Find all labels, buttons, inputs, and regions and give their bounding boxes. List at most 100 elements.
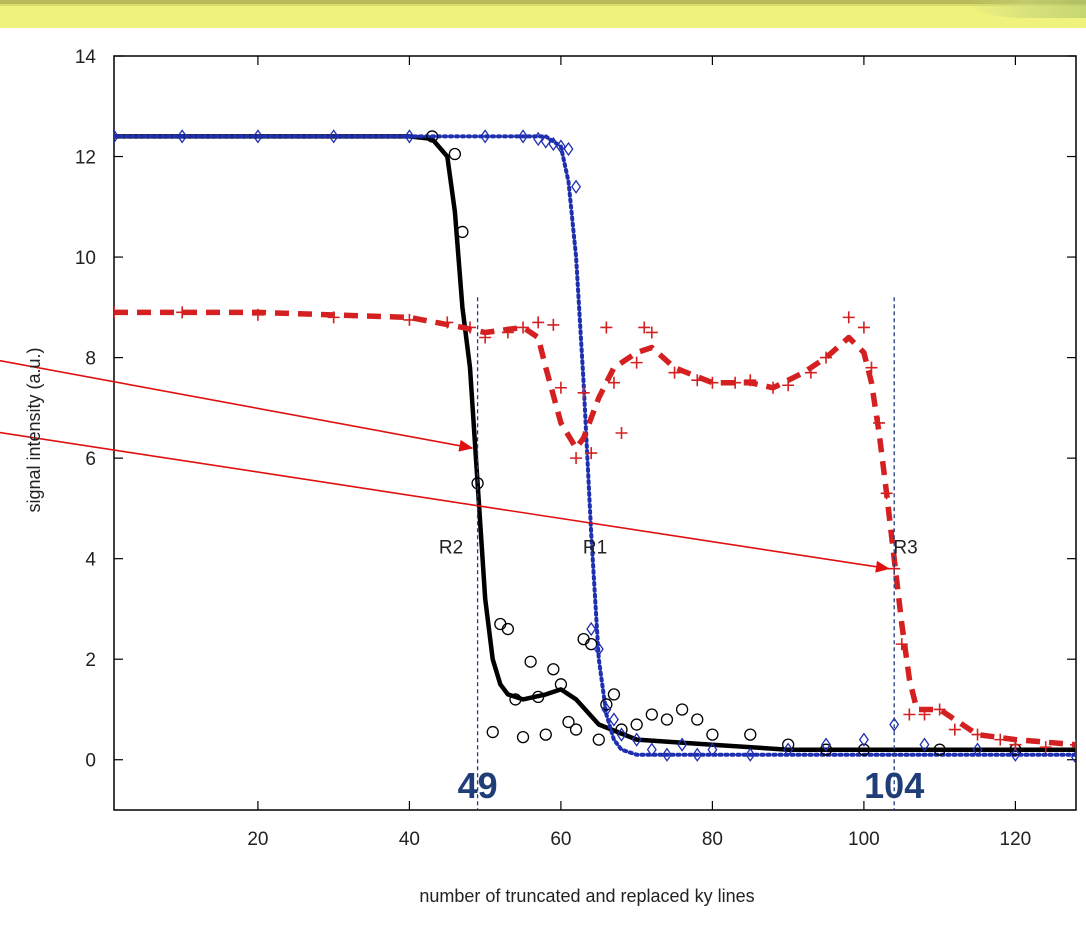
x-tick-label: 100 <box>848 829 880 850</box>
plus-point <box>767 381 780 394</box>
plus-point <box>744 374 757 387</box>
plus-point <box>585 447 598 460</box>
circle-point <box>448 147 462 161</box>
x-tick-label: 20 <box>247 829 268 850</box>
diamond-point <box>555 139 566 154</box>
diamond-point <box>177 129 188 144</box>
circle-point <box>691 713 704 726</box>
vertical-marker-value: 104 <box>864 765 924 806</box>
diamond-point <box>540 134 551 149</box>
x-axis-title: number of truncated and replaced ky line… <box>419 886 754 906</box>
y-tick-label: 4 <box>85 550 96 571</box>
diamond-point <box>858 732 869 747</box>
plus-point <box>933 703 946 716</box>
plus-point <box>729 376 742 389</box>
circle-point <box>660 713 674 726</box>
diamond-point <box>692 747 703 762</box>
circle-point <box>562 715 575 729</box>
plus-point <box>971 728 984 741</box>
circle-point <box>744 728 757 741</box>
plus-point <box>1009 738 1022 751</box>
circle-point <box>857 743 871 756</box>
circle-point <box>569 723 583 736</box>
plus-point <box>691 374 704 387</box>
plus-point <box>554 381 567 394</box>
region-label: R1 <box>583 538 607 559</box>
plus-point <box>441 316 454 329</box>
plus-point <box>479 331 492 344</box>
circle-point <box>486 725 499 739</box>
circle-point <box>933 743 946 756</box>
y-axis-title: signal intensity (a.u.) <box>24 347 44 512</box>
circle-point <box>554 678 568 691</box>
circle-point <box>539 728 552 741</box>
series-4 <box>114 129 1076 765</box>
plus-point <box>251 308 264 321</box>
diamond-point <box>404 129 415 144</box>
plus-point <box>464 321 477 334</box>
plot-frame <box>113 55 1077 811</box>
x-tick-label: 120 <box>1000 829 1032 850</box>
diamond-point <box>745 747 756 762</box>
region-label: R2 <box>439 538 463 559</box>
diamond-point <box>563 141 574 157</box>
corner-decoration <box>966 0 1086 18</box>
circle-point <box>425 130 439 143</box>
plus-point <box>857 321 870 334</box>
circle-point <box>630 718 643 731</box>
diamond-point <box>480 129 491 144</box>
annotation-arrows <box>0 359 890 573</box>
circle-point <box>456 225 469 239</box>
circle-point <box>547 663 560 676</box>
y-tick-label: 8 <box>85 349 96 370</box>
region-label: R3 <box>893 538 917 559</box>
diamond-point <box>783 742 794 757</box>
top-border <box>0 0 1086 4</box>
plus-point <box>577 386 590 399</box>
plus-point <box>615 427 628 439</box>
diamond-point <box>972 742 983 757</box>
plus-point <box>1039 741 1052 754</box>
circle-point <box>585 637 598 651</box>
diamond-point <box>677 737 688 752</box>
top-border-shadow <box>0 4 1086 6</box>
circle-point <box>524 655 537 668</box>
diamond-point <box>889 717 900 732</box>
plus-point <box>865 361 878 374</box>
y-tick-label: 12 <box>75 148 96 169</box>
annotation-arrow <box>0 431 890 573</box>
plus-point <box>918 708 931 721</box>
diamond-point <box>616 727 627 742</box>
circle-point <box>706 728 719 741</box>
diamond-point <box>114 129 119 144</box>
plus-point <box>994 733 1007 746</box>
x-tick-label: 40 <box>399 829 420 850</box>
circle-point <box>516 730 530 744</box>
plus-point <box>668 366 681 379</box>
plus-point <box>873 416 886 429</box>
circle-point <box>675 703 689 716</box>
plus-point <box>638 321 651 334</box>
region-labels: R2 R1 R3 <box>439 538 918 559</box>
plus-point <box>706 376 719 389</box>
plus-point <box>948 723 961 736</box>
diamond-point <box>518 129 529 144</box>
series-1 <box>114 134 1076 757</box>
series-5 <box>114 306 1076 754</box>
diamond-point <box>1010 747 1021 762</box>
plus-point <box>607 376 620 389</box>
plus-point <box>880 487 893 500</box>
diamond-point <box>593 642 604 657</box>
series-line <box>114 134 1076 757</box>
axis-ticks: 20 40 60 80 100 120 0 2 4 6 8 10 12 14 <box>75 47 1076 850</box>
circle-point <box>532 690 545 704</box>
circle-point <box>782 738 795 751</box>
plus-point <box>517 321 530 334</box>
diamond-point <box>571 179 582 194</box>
diamond-point <box>631 732 642 747</box>
circle-point <box>607 688 621 701</box>
diamond-point <box>646 742 657 757</box>
diamond-point <box>252 129 263 144</box>
circle-point <box>819 743 833 756</box>
plus-point <box>114 306 120 319</box>
